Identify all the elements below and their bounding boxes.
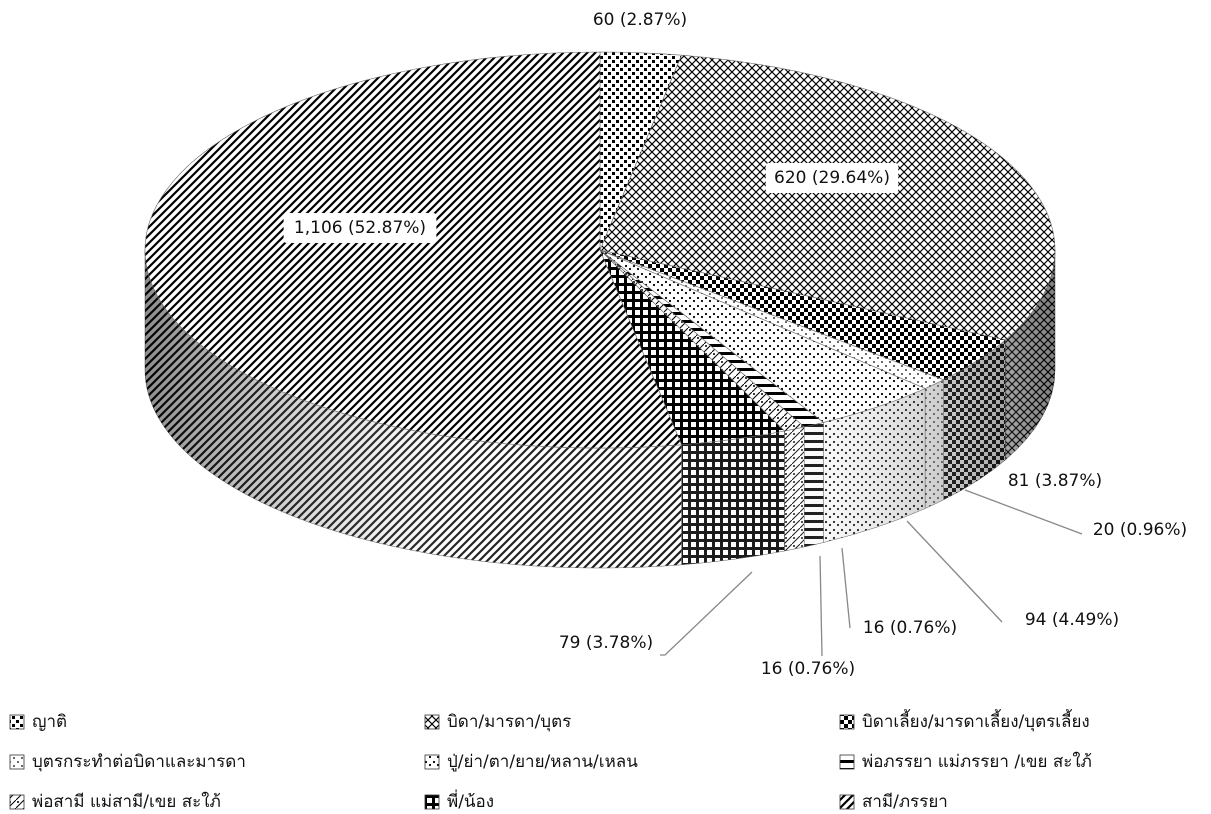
data-label: 94 (4.49%) [1025,610,1119,630]
data-label: 20 (0.96%) [1093,520,1187,540]
data-label: 16 (0.76%) [863,618,957,638]
data-label-box [765,163,899,193]
legend-label: สามี/ภรรยา [862,792,948,812]
legend-swatch [424,714,440,730]
legend-label: บิดาเลี้ยง/มารดาเลี้ยง/บุตรเลี้ยง [862,709,1090,732]
legend-label: บุตรกระทำต่อบิดาและมารดา [32,752,246,772]
leader-line [841,547,851,629]
data-label: 81 (3.87%) [1008,471,1102,491]
leader-line [906,520,1003,623]
data-label: 1,106 (52.87%) [294,218,426,238]
pie-side-segment [803,422,824,548]
pie-slice [144,51,682,449]
legend-label: ปู่/ย่า/ตา/ยาย/หลาน/เหลน [447,752,638,772]
data-label: 16 (0.76%) [761,659,855,679]
legend-swatch [9,754,25,770]
pie-side-segment [784,426,805,552]
legend-swatch [839,794,855,810]
legend-label: ญาติ [32,712,67,732]
legend-swatch [839,714,855,730]
legend-swatch [9,794,25,810]
legend-label: พี่/น้อง [447,789,494,812]
data-label-box [283,213,437,243]
data-label: 60 (2.87%) [593,10,687,30]
pie-side-segment [681,430,785,566]
leader-line [660,571,753,656]
data-label: 79 (3.78%) [559,633,653,653]
leader-line [964,489,1083,535]
legend-label: พ่อสามี แม่สามี/เขย สะใภ้ [32,791,221,812]
legend-swatch [9,714,25,730]
legend-swatch [424,754,440,770]
data-label: 620 (29.64%) [774,168,890,188]
pie-side-segment [924,379,944,509]
legend-swatch [424,794,440,810]
legend-label: บิดา/มารดา/บุตร [447,712,571,732]
legend-label: พ่อภรรยา แม่ภรรยา /เขย สะใภ้ [862,751,1092,772]
leader-line [819,555,823,657]
pie-slice [599,54,1056,341]
legend-swatch [839,754,855,770]
